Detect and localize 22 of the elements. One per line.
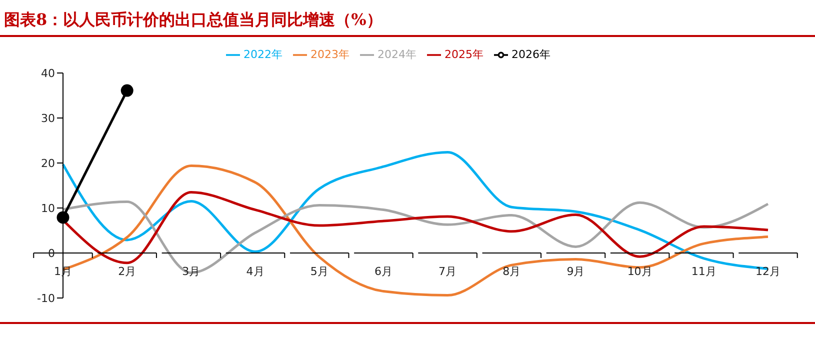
legend-label: 2023年 <box>310 48 350 61</box>
y-tick-label: 40 <box>41 66 55 80</box>
y-tick-label: 10 <box>41 202 55 215</box>
x-tick-label: 10月 <box>627 265 652 278</box>
x-tick-label: 6月 <box>374 265 392 278</box>
x-tick-label: 7月 <box>438 265 457 278</box>
legend-label: 2022年 <box>244 48 282 61</box>
x-tick-label: 3月 <box>182 265 200 278</box>
chart-title: 图表8：以人民币计价的出口总值当月同比增速（%） <box>0 8 815 37</box>
y-tick-label: 20 <box>41 156 55 170</box>
legend-label: 2025年 <box>444 48 484 61</box>
legend-label: 2026年 <box>512 48 550 61</box>
x-tick-label: 9月 <box>566 265 585 278</box>
legend-label: 2024年 <box>378 48 416 61</box>
x-tick-label: 2月 <box>118 265 136 278</box>
x-tick-label: 4月 <box>246 265 264 278</box>
y-tick-label: -10 <box>37 292 55 305</box>
x-tick-label: 8月 <box>502 265 521 278</box>
y-tick-label: 30 <box>41 112 55 125</box>
line-series <box>62 200 770 274</box>
x-tick-label: 11月 <box>691 265 716 278</box>
x-tick-label: 5月 <box>310 265 328 278</box>
